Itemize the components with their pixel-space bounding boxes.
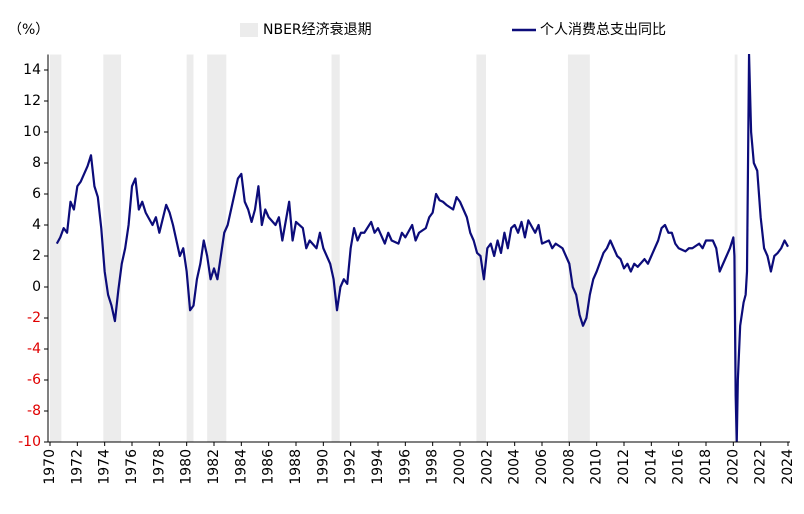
- y-tick-label: 6: [32, 186, 41, 202]
- legend-label: 个人消费总支出同比: [540, 22, 666, 38]
- recession-band: [734, 54, 738, 442]
- x-tick-label: 2014: [643, 449, 659, 485]
- recession-band: [207, 54, 227, 442]
- y-tick-label: 0: [32, 279, 41, 295]
- recession-band: [50, 54, 62, 442]
- x-tick-label: 1996: [397, 449, 413, 485]
- x-tick-label: 1984: [233, 449, 249, 485]
- x-tick-label: 2018: [698, 449, 714, 485]
- y-tick-label: -10: [18, 434, 41, 450]
- x-tick-label: 2004: [507, 449, 523, 485]
- x-tick-label: 1978: [151, 449, 167, 485]
- x-tick-label: 2020: [725, 449, 741, 485]
- x-tick-label: 1988: [288, 449, 304, 485]
- x-tick-label: 2006: [534, 449, 550, 485]
- x-tick-label: 1970: [42, 449, 58, 485]
- x-tick-label: 1974: [97, 449, 113, 485]
- x-tick-label: 1992: [343, 449, 359, 485]
- y-tick-label: -4: [27, 341, 41, 357]
- recession-band: [186, 54, 194, 442]
- x-tick-label: 2000: [452, 449, 468, 485]
- x-tick-label: 1980: [179, 449, 195, 485]
- x-tick-label: 1982: [206, 449, 222, 485]
- x-tick-label: 1998: [425, 449, 441, 485]
- x-tick-label: 2002: [479, 449, 495, 485]
- y-tick-label: 2: [32, 248, 41, 264]
- x-tick-label: 1972: [69, 449, 85, 485]
- x-tick-label: 2022: [753, 449, 769, 485]
- legend-label: NBER经济衰退期: [263, 21, 372, 38]
- unit-label: （%）: [8, 22, 49, 38]
- x-tick-label: 1976: [124, 449, 140, 485]
- x-tick-label: 1986: [261, 449, 277, 485]
- y-tick-label: 12: [23, 93, 41, 109]
- x-tick-label: 2010: [589, 449, 605, 485]
- plot-area: [50, 54, 789, 442]
- y-tick-label: -6: [27, 372, 41, 388]
- x-tick-label: 1994: [370, 449, 386, 485]
- x-tick-label: 2012: [616, 449, 632, 485]
- legend-swatch: [240, 23, 258, 37]
- y-tick-label: 10: [23, 124, 41, 140]
- data-line: [55, 54, 789, 442]
- y-tick-label: -2: [27, 310, 41, 326]
- recession-band: [103, 54, 122, 442]
- y-tick-label: -8: [27, 403, 41, 419]
- x-tick-label: 2016: [671, 449, 687, 485]
- x-tick-label: 2008: [561, 449, 577, 485]
- recession-band: [476, 54, 486, 442]
- y-tick-label: 14: [23, 62, 41, 78]
- x-tick-label: 1990: [315, 449, 331, 485]
- x-tick-label: 2024: [780, 449, 796, 485]
- y-tick-label: 8: [32, 155, 41, 171]
- y-tick-label: 4: [32, 217, 41, 233]
- recession-band: [567, 54, 590, 442]
- recession-band: [331, 54, 340, 442]
